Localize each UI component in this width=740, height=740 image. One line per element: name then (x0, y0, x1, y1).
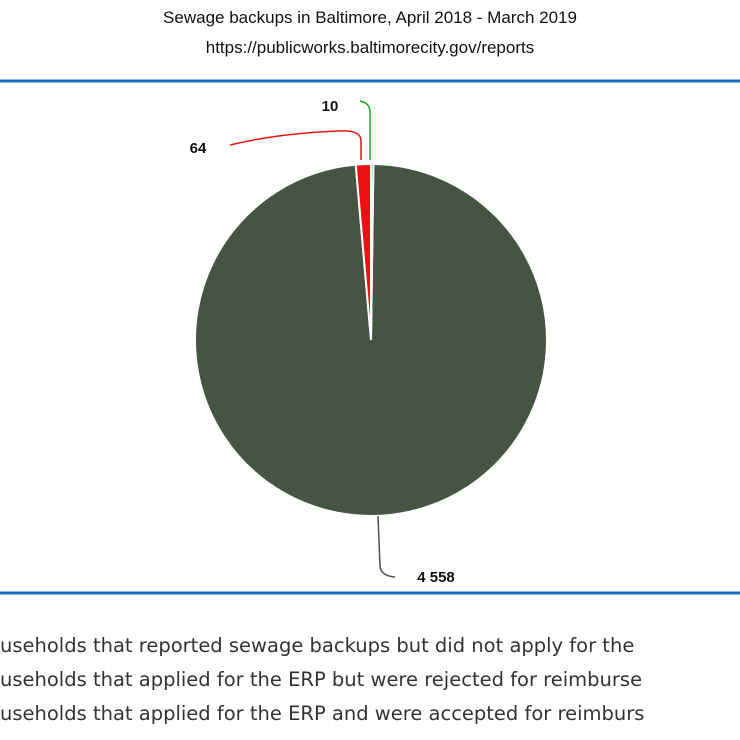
chart-title: Sewage backups in Baltimore, April 2018 … (163, 8, 577, 27)
legend-text: useholds that reported sewage backups bu… (0, 634, 634, 657)
data-label: 4 558 (417, 569, 455, 586)
data-label: 64 (190, 140, 207, 157)
leader-line (229, 130, 362, 160)
leader-line (377, 515, 396, 578)
legend-text: useholds that applied for the ERP and we… (0, 702, 644, 725)
pie-slice (370, 162, 375, 341)
leader-line (359, 100, 371, 160)
legend-text: useholds that applied for the ERP but we… (0, 668, 642, 691)
chart-subtitle: https://publicworks.baltimorecity.gov/re… (206, 38, 534, 57)
data-label: 10 (322, 98, 339, 115)
